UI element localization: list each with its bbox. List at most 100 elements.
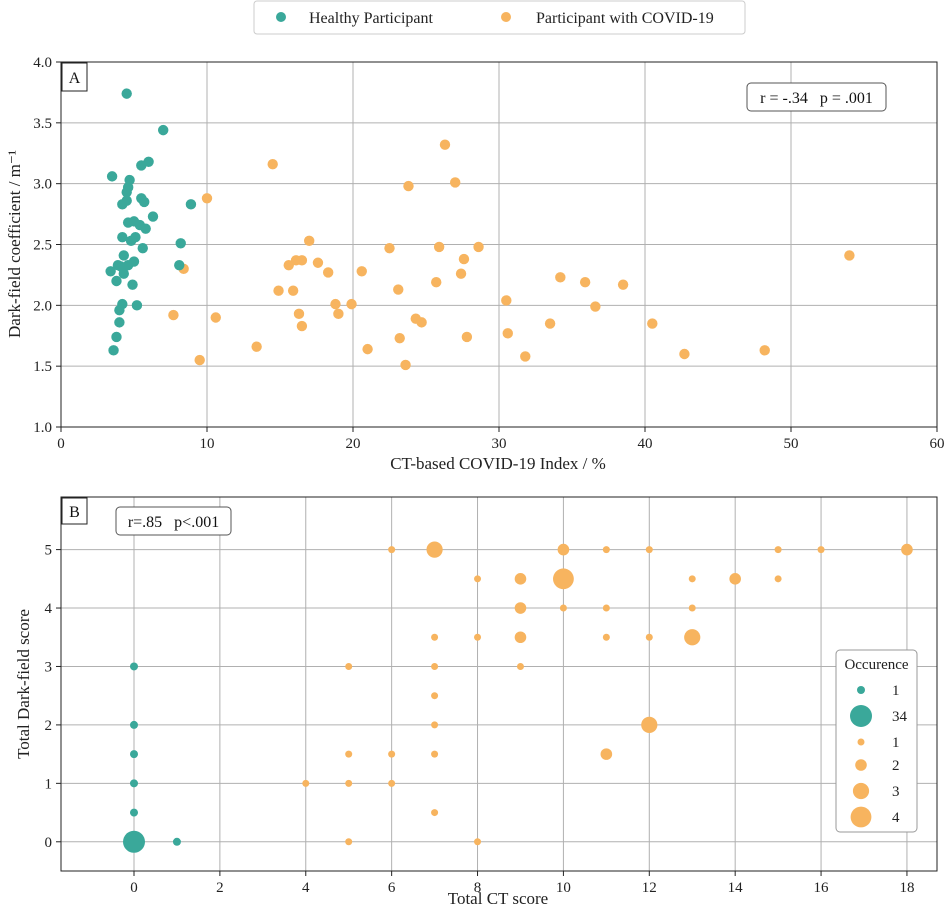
covid-bubble [602, 633, 610, 641]
covid-point [520, 351, 531, 362]
healthy-point [114, 317, 125, 328]
covid-point [333, 308, 344, 320]
y-tick-label: 1 [45, 776, 53, 792]
covid-bubble [901, 543, 913, 556]
x-tick-label: 12 [642, 880, 657, 896]
healthy-point [147, 211, 159, 222]
healthy-point [139, 196, 150, 208]
covid-bubble [514, 573, 527, 585]
covid-point [431, 277, 442, 288]
panel-a-grid [60, 61, 938, 428]
panel-a: 0 10 20 30 40 50 60 1.0 1.5 2.0 2.5 3.0 3.5 4.0 A r =… [5, 55, 945, 473]
x-tick-label: 2 [216, 880, 224, 896]
covid-point [267, 159, 278, 170]
size-legend-marker [850, 806, 872, 828]
healthy-bubble [130, 750, 138, 759]
covid-point [473, 241, 484, 253]
covid-bubble [474, 838, 482, 846]
covid-point [273, 285, 284, 296]
x-tick-label: 10 [556, 880, 571, 896]
healthy-bubble [130, 808, 138, 817]
top-legend: Healthy Participant Participant with COV… [253, 0, 746, 35]
panel-b-label: B [69, 504, 80, 521]
panel-b-points [123, 541, 913, 853]
y-tick-label: 0 [45, 835, 53, 851]
covid-point [384, 242, 395, 254]
covid-bubble [514, 602, 527, 614]
y-tick-label: 3 [45, 659, 53, 675]
panel-a-stats-box [746, 82, 887, 112]
covid-bubble [645, 546, 653, 554]
covid-bubble [431, 721, 439, 729]
covid-bubble [426, 541, 443, 558]
covid-bubble [388, 546, 396, 554]
covid-point [293, 308, 305, 320]
covid-point [416, 317, 427, 328]
size-legend-label: 4 [892, 810, 900, 826]
covid-point [544, 318, 556, 329]
panel-b-stats: r=.85 p<.001 [128, 514, 219, 531]
y-tick-label: 3.0 [33, 177, 52, 193]
healthy-point [185, 199, 197, 210]
healthy-point [136, 160, 147, 171]
x-tick-label: 8 [474, 880, 482, 896]
covid-bubble [345, 750, 353, 758]
size-legend-marker [852, 782, 870, 800]
healthy-point [118, 268, 129, 279]
covid-point [201, 193, 213, 204]
covid-point [579, 277, 591, 288]
covid-bubble [345, 838, 353, 846]
healthy-point [114, 305, 125, 316]
size-legend-frame [835, 649, 918, 833]
legend-covid-label: Participant with COVID-19 [536, 10, 714, 27]
covid-bubble [557, 543, 570, 556]
panel-a-points [105, 88, 855, 371]
covid-bubble [641, 716, 658, 734]
panel-a-y-axis-label: Dark-field coefficient / m⁻¹ [5, 150, 24, 338]
covid-point [555, 272, 566, 283]
covid-bubble [431, 809, 439, 817]
panel-b-y-axis-label: Total Dark-field score [14, 609, 33, 759]
covid-bubble [474, 575, 482, 583]
covid-bubble [645, 633, 653, 641]
healthy-point [121, 88, 132, 99]
covid-point [647, 318, 658, 329]
size-legend-marker [850, 705, 872, 727]
covid-bubble [514, 631, 527, 644]
covid-bubble [684, 629, 701, 646]
panel-b-grid [61, 497, 937, 871]
covid-bubble [388, 750, 396, 758]
covid-bubble [388, 779, 396, 787]
covid-bubble [431, 750, 439, 758]
covid-point [283, 259, 294, 271]
size-legend-label: 34 [892, 709, 908, 725]
covid-point [287, 285, 299, 296]
legend-frame [253, 0, 746, 35]
panel-a-label-box [61, 62, 88, 92]
covid-point [312, 257, 324, 268]
covid-point [322, 267, 334, 278]
y-tick-label: 1.0 [33, 420, 52, 436]
covid-bubble [729, 573, 741, 585]
covid-bubble [602, 604, 610, 612]
covid-point [433, 241, 445, 253]
covid-point [393, 284, 404, 295]
covid-bubble [516, 662, 524, 670]
y-tick-label: 4 [45, 601, 53, 617]
panel-a-x-axis-label: CT-based COVID-19 Index / % [390, 454, 606, 473]
covid-bubble [774, 546, 782, 554]
covid-point [458, 253, 470, 265]
covid-bubble [431, 662, 439, 670]
size-legend-title: Occurence [844, 657, 908, 673]
healthy-bubble [123, 830, 145, 853]
covid-bubble [345, 662, 353, 670]
legend-covid-marker [501, 12, 511, 22]
covid-bubble [600, 748, 613, 760]
healthy-point [111, 331, 122, 343]
y-tick-label: 3.5 [33, 116, 52, 132]
healthy-point [118, 250, 129, 261]
healthy-point [131, 300, 143, 311]
healthy-point [127, 279, 138, 290]
